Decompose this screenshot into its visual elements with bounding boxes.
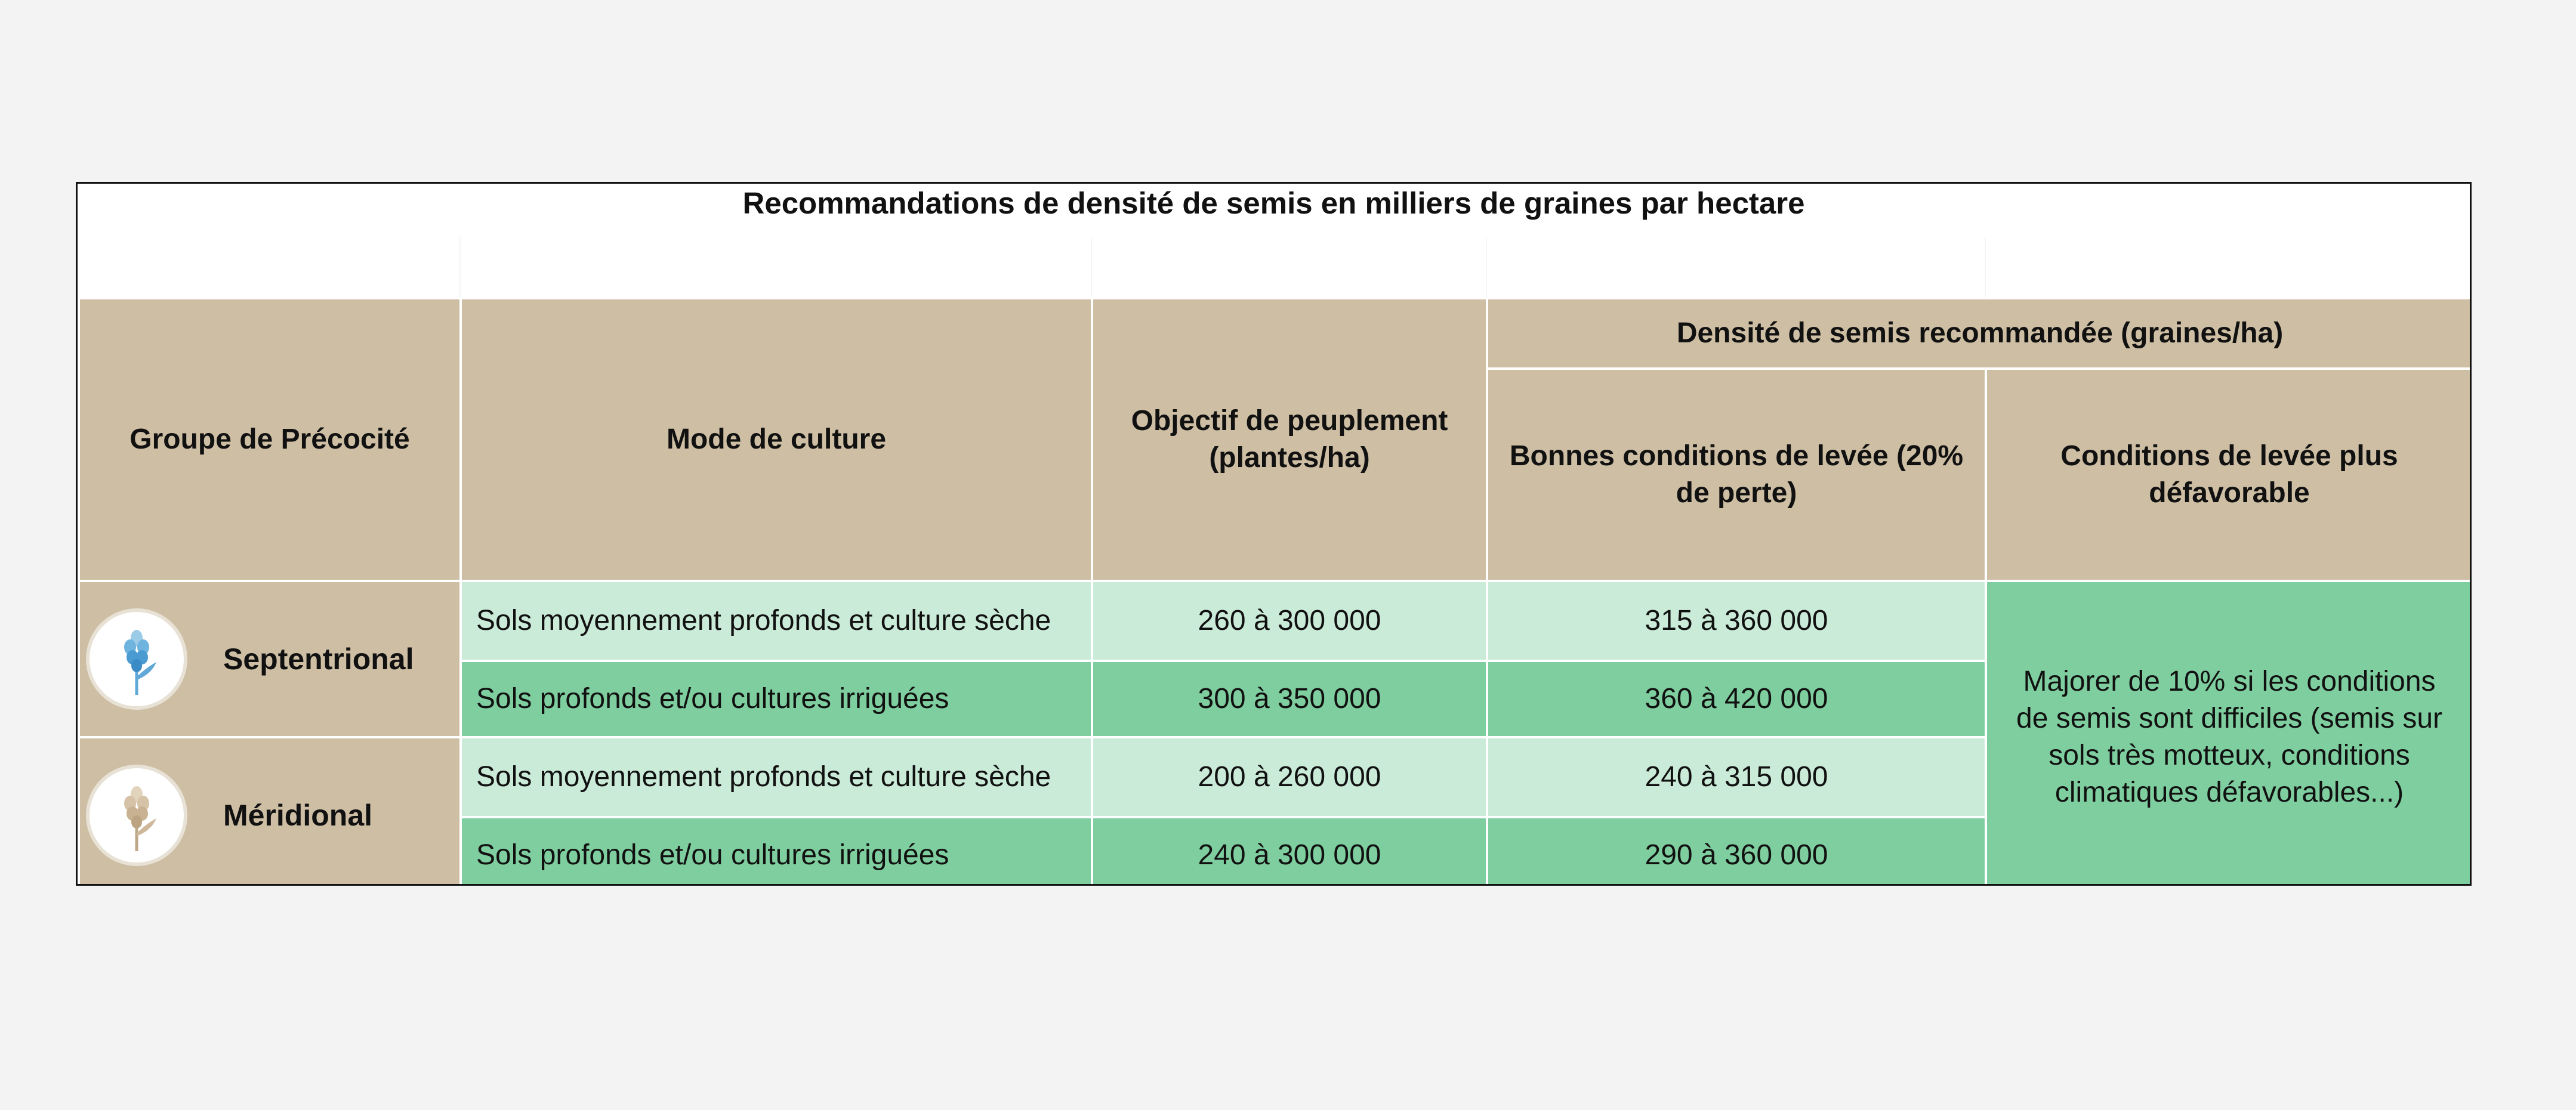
table-title-text: Recommandations de densité de semis en m…: [742, 186, 1805, 220]
density-table: Groupe de Précocité Mode de culture Obje…: [78, 297, 2470, 884]
header-group: Groupe de Précocité: [78, 297, 462, 582]
good-conditions-cell: 315 à 360 000: [1486, 580, 1987, 662]
density-table-sheet: Recommandations de densité de semis en m…: [76, 182, 2472, 886]
column-guide: [1486, 237, 1487, 297]
group-label: Septentrional: [223, 642, 414, 676]
header-mode: Mode de culture: [459, 297, 1093, 582]
objective-cell: 200 à 260 000: [1091, 736, 1488, 818]
column-guide: [459, 237, 461, 297]
beige-flower-icon: [86, 765, 187, 866]
column-guide: [1985, 237, 1986, 297]
header-bad-conditions: Conditions de levée plus défavorable: [1984, 367, 2470, 582]
good-conditions-cell: 290 à 360 000: [1486, 816, 1987, 884]
header-good-conditions: Bonnes conditions de levée (20% de perte…: [1486, 367, 1987, 582]
blue-flower-icon: [86, 608, 187, 710]
note-cell: Majorer de 10% si les conditions de semi…: [1984, 580, 2470, 884]
table-title: Recommandations de densité de semis en m…: [78, 184, 2470, 297]
mode-cell: Sols moyennement profonds et culture sèc…: [459, 580, 1093, 662]
objective-cell: 300 à 350 000: [1091, 660, 1488, 738]
mode-cell: Sols moyennement profonds et culture sèc…: [459, 736, 1093, 818]
mode-cell: Sols profonds et/ou cultures irriguées: [459, 816, 1093, 884]
group-cell-meridional: Méridional: [78, 736, 462, 884]
good-conditions-cell: 360 à 420 000: [1486, 660, 1987, 738]
column-guide: [1091, 237, 1092, 297]
good-conditions-cell: 240 à 315 000: [1486, 736, 1987, 818]
objective-cell: 240 à 300 000: [1091, 816, 1488, 884]
group-cell-septentrional: Septentrional: [78, 580, 462, 738]
header-objective: Objectif de peuplement (plantes/ha): [1091, 297, 1488, 582]
mode-cell: Sols profonds et/ou cultures irriguées: [459, 660, 1093, 738]
group-label: Méridional: [223, 799, 373, 832]
objective-cell: 260 à 300 000: [1091, 580, 1488, 662]
header-density-group: Densité de semis recommandée (graines/ha…: [1485, 297, 2470, 370]
